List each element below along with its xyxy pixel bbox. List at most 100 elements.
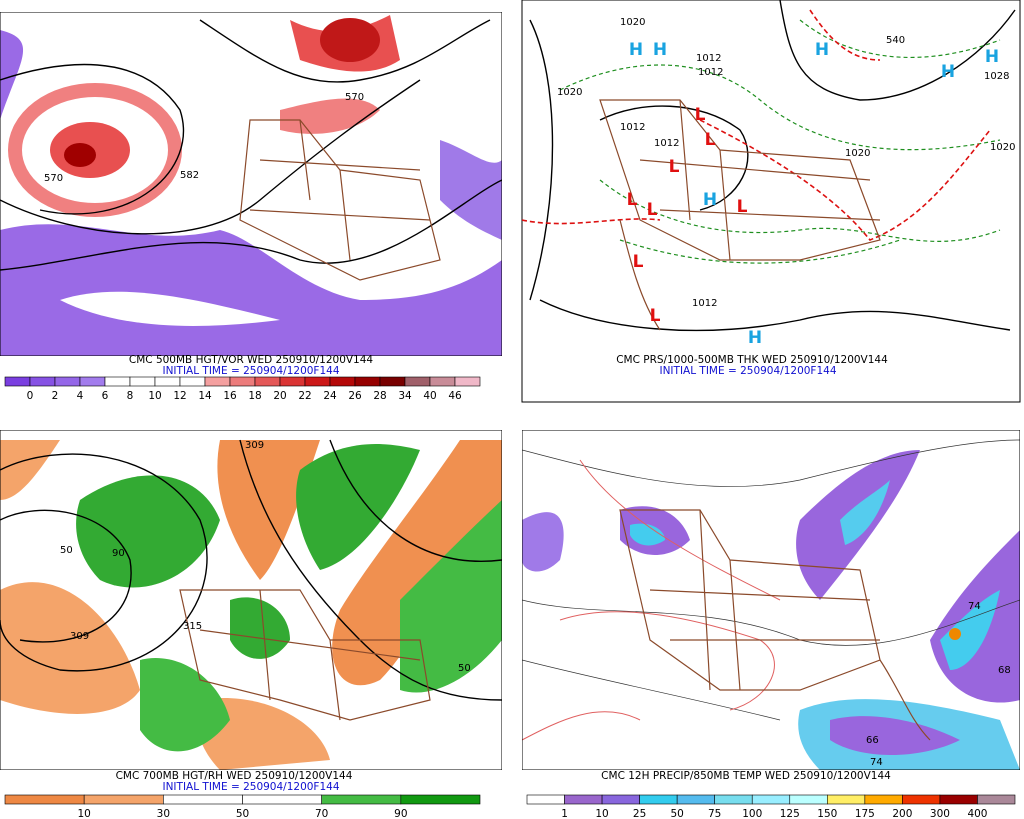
colorbar-swatch: [79, 376, 106, 387]
colorbar-swatch: [789, 794, 828, 805]
map-500mb: [0, 12, 502, 356]
colorbar-label: 1: [561, 808, 568, 819]
colorbar-swatch: [154, 376, 181, 387]
high-center: H: [941, 62, 955, 82]
low-center: L: [633, 252, 644, 272]
colorbar-label: 400: [967, 808, 987, 819]
precip-label: 68: [998, 665, 1011, 676]
isobar-label: 1020: [990, 142, 1015, 153]
colorbar-swatch: [676, 794, 715, 805]
map-precip: [522, 430, 1020, 770]
high-center: H: [748, 328, 762, 348]
colorbar-swatch: [129, 376, 156, 387]
colorbar-label: 16: [223, 390, 237, 402]
colorbar-swatch: [454, 376, 481, 387]
contour-label: 50: [60, 545, 73, 556]
colorbar-swatch: [564, 794, 603, 805]
colorbar-label: 24: [323, 390, 337, 402]
colorbar-swatch: [29, 376, 56, 387]
contour-label: 50: [458, 663, 471, 674]
colorbar-label: 50: [670, 808, 683, 819]
isobar-label: 1012: [692, 298, 717, 309]
high-center: H: [629, 40, 643, 60]
precip-label: 74: [968, 601, 981, 612]
colorbar-swatch: [242, 794, 322, 805]
colorbar-swatch: [827, 794, 866, 805]
colorbar-swatch: [4, 794, 85, 805]
colorbar-swatch: [864, 794, 903, 805]
colorbar-swatch: [204, 376, 231, 387]
colorbar-swatch: [429, 376, 456, 387]
colorbar-swatch: [179, 376, 206, 387]
thickness-label: 540: [886, 35, 905, 46]
high-center: H: [653, 40, 667, 60]
initial-time: INITIAL TIME = 250904/1200F144: [162, 365, 339, 377]
contour-label: 582: [180, 170, 199, 181]
colorbar-label: 30: [157, 808, 170, 819]
panel-caption: CMC PRS/1000-500MB THK WED 250910/1200V1…: [616, 354, 888, 366]
isobar-label: 1012: [698, 67, 723, 78]
colorbar-swatch: [54, 376, 81, 387]
contour-label: 570: [345, 92, 364, 103]
colorbar-label: 175: [855, 808, 875, 819]
colorbar-swatch: [104, 376, 131, 387]
colorbar-swatch: [977, 794, 1016, 805]
colorbar: 0 2 4 6 8 10 12 14 16 18 20 22 24 26 28 34 40 46: [4, 376, 481, 402]
colorbar-label: 34: [398, 390, 412, 402]
low-center: L: [650, 306, 661, 326]
colorbar-label: 20: [273, 390, 286, 402]
colorbar-label: 200: [892, 808, 912, 819]
colorbar: 10 30 50 70 90: [4, 794, 481, 819]
colorbar-label: 4: [77, 390, 84, 402]
colorbar-swatch: [279, 376, 306, 387]
low-center: L: [705, 130, 716, 150]
isobar-label: 1020: [845, 148, 870, 159]
colorbar-swatch: [229, 376, 256, 387]
colorbar-label: 25: [633, 808, 646, 819]
colorbar-swatch: [404, 376, 431, 387]
colorbar-label: 125: [780, 808, 800, 819]
high-center: H: [815, 40, 829, 60]
colorbar-swatch: [939, 794, 978, 805]
colorbar-swatch: [601, 794, 640, 805]
colorbar-swatch: [902, 794, 941, 805]
colorbar-label: 12: [173, 390, 186, 402]
colorbar: 1 10 25 50 75 100 125 150 175 200 300 400: [526, 794, 1016, 819]
contour-label: 90: [112, 548, 125, 559]
colorbar-swatch: [379, 376, 406, 387]
isobar-label: 1012: [696, 53, 721, 64]
colorbar-label: 100: [742, 808, 762, 819]
colorbar-label: 40: [423, 390, 436, 402]
low-center: L: [647, 200, 658, 220]
initial-time: INITIAL TIME = 250904/1200F144: [659, 365, 836, 377]
colorbar-label: 8: [127, 390, 134, 402]
colorbar-label: 75: [708, 808, 721, 819]
colorbar-label: 0: [27, 390, 34, 402]
colorbar-swatch: [83, 794, 164, 805]
isobar-label: 1020: [557, 87, 582, 98]
colorbar-label: 10: [148, 390, 161, 402]
panel-frame: [521, 0, 1021, 403]
colorbar-label: 26: [348, 390, 362, 402]
colorbar-swatch: [163, 794, 243, 805]
contour-label: 315: [183, 621, 202, 632]
colorbar-label: 22: [298, 390, 311, 402]
contour-label: 570: [44, 173, 63, 184]
colorbar-swatch: [354, 376, 381, 387]
low-center: L: [627, 190, 638, 210]
colorbar-label: 10: [595, 808, 608, 819]
colorbar-swatch: [329, 376, 356, 387]
colorbar-label: 46: [448, 390, 462, 402]
colorbar-swatch: [751, 794, 791, 805]
panel-caption: CMC 500MB HGT/VOR WED 250910/1200V144: [129, 354, 374, 366]
contour-label: 309: [70, 631, 89, 642]
colorbar-label: 6: [102, 390, 109, 402]
isobar-label: 1012: [620, 122, 645, 133]
precip-label: 66: [866, 735, 879, 746]
colorbar-label: 70: [315, 808, 328, 819]
colorbar-swatch: [4, 376, 31, 387]
colorbar-swatch: [400, 794, 481, 805]
map-700mb: [0, 430, 502, 770]
low-center: L: [737, 197, 748, 217]
